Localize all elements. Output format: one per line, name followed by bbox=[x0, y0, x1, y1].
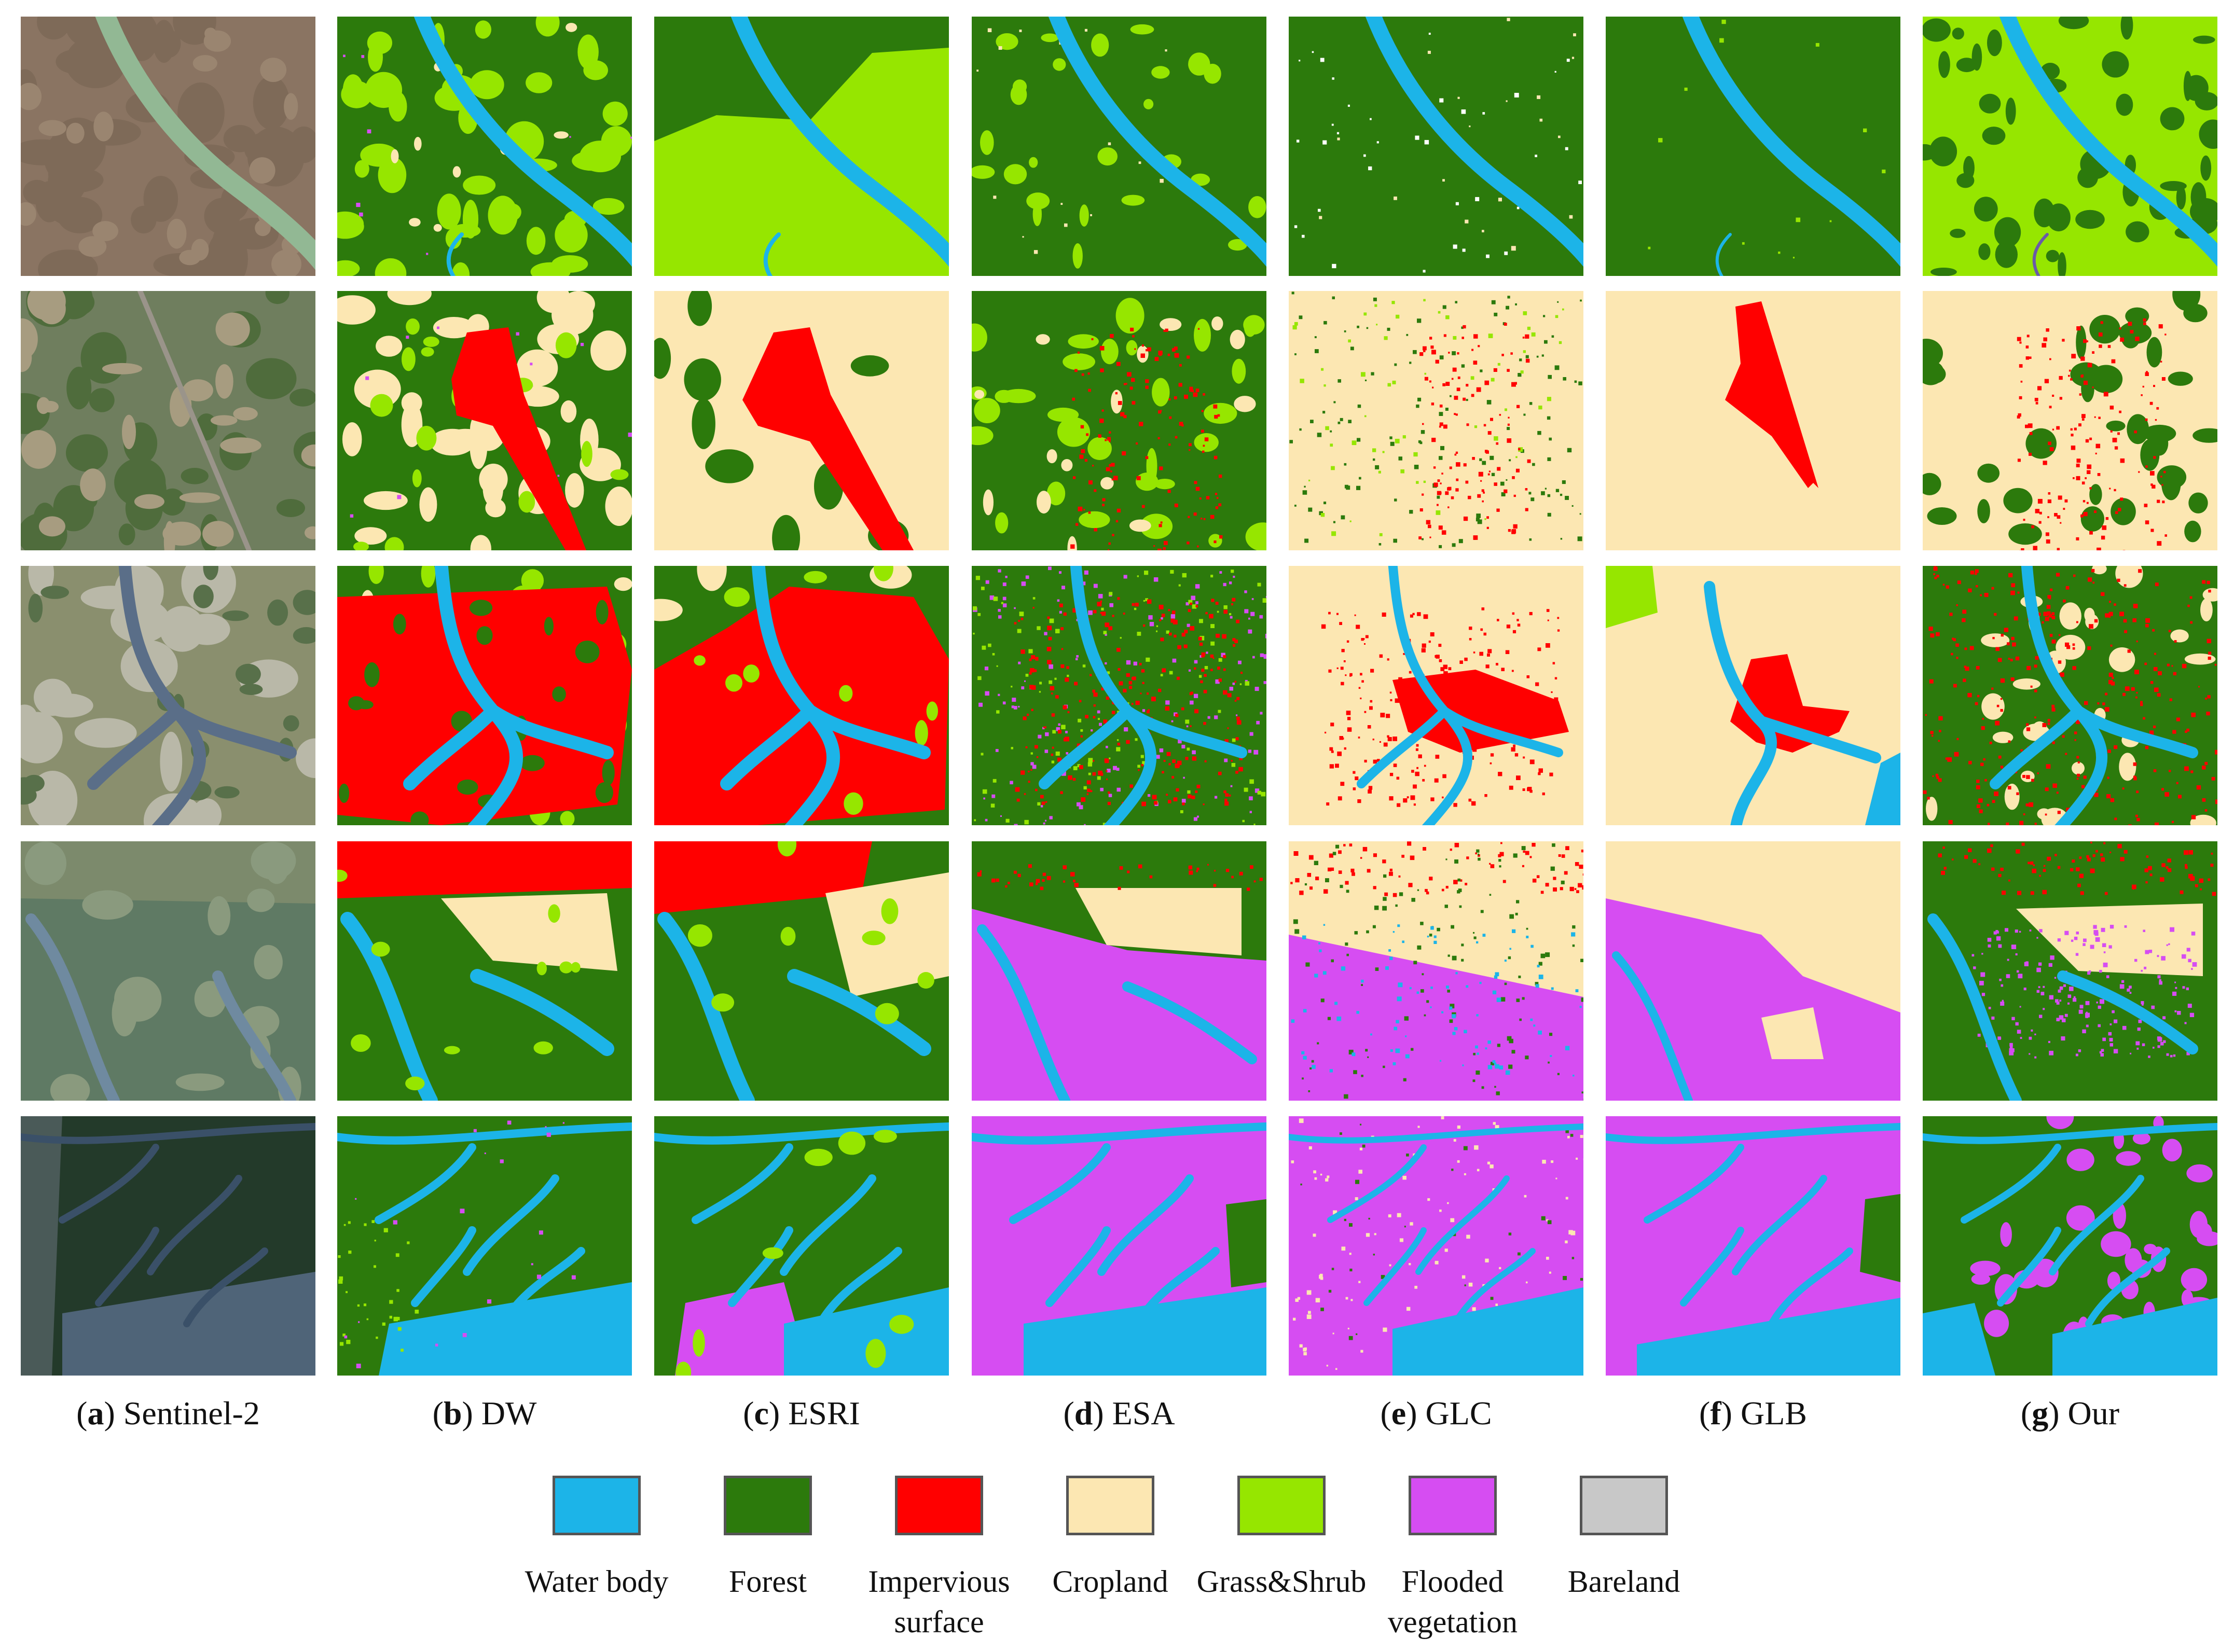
land-cover-map-tile-r5-glb bbox=[1606, 1116, 1900, 1376]
land-cover-map-tile-r1-our bbox=[1923, 17, 2217, 276]
sentinel-image-tile-r4-sentinel-2 bbox=[21, 841, 315, 1101]
tile-graphic bbox=[654, 291, 949, 550]
legend-swatch-flooded-vegetation bbox=[1409, 1476, 1497, 1535]
tile-graphic bbox=[1923, 1116, 2217, 1376]
land-cover-map-tile-r3-glb bbox=[1606, 566, 1900, 825]
tile-graphic bbox=[1923, 17, 2217, 276]
tile-graphic bbox=[972, 566, 1266, 825]
land-cover-map-tile-r2-glc bbox=[1289, 291, 1583, 550]
tile-graphic bbox=[1289, 291, 1583, 550]
tile-graphic bbox=[337, 566, 632, 825]
tile-graphic bbox=[1606, 1116, 1900, 1376]
tile-graphic bbox=[1289, 17, 1583, 276]
caption-col-a: (a) Sentinel-2 bbox=[76, 1395, 260, 1432]
tile-graphic bbox=[1923, 566, 2217, 825]
caption-col-g: (g) Our bbox=[2020, 1395, 2120, 1432]
land-cover-map-tile-r4-esa bbox=[972, 841, 1266, 1101]
legend-label-flooded-vegetation: Flooded vegetation bbox=[1388, 1564, 1518, 1639]
caption-col-d: (d) ESA bbox=[1063, 1395, 1175, 1432]
tile-graphic bbox=[1606, 17, 1900, 276]
tile-graphic bbox=[21, 841, 315, 1101]
legend-label-cropland: Cropland bbox=[1052, 1564, 1168, 1599]
land-cover-map-tile-r1-glb bbox=[1606, 17, 1900, 276]
legend-label-grass-shrub: Grass&Shrub bbox=[1196, 1564, 1367, 1599]
tile-graphic bbox=[972, 841, 1266, 1101]
tile-graphic bbox=[654, 566, 949, 825]
caption-col-e: (e) GLC bbox=[1380, 1395, 1492, 1432]
tile-graphic bbox=[654, 1116, 949, 1376]
tile-graphic bbox=[21, 1116, 315, 1376]
land-cover-map-tile-r3-glc bbox=[1289, 566, 1583, 825]
land-cover-map-tile-r4-glb bbox=[1606, 841, 1900, 1101]
legend-swatch-cropland bbox=[1066, 1476, 1154, 1535]
land-cover-map-tile-r5-esri bbox=[654, 1116, 949, 1376]
tile-graphic bbox=[337, 841, 632, 1101]
land-cover-map-tile-r2-dw bbox=[337, 291, 632, 550]
tile-graphic bbox=[654, 841, 949, 1101]
land-cover-map-tile-r5-glc bbox=[1289, 1116, 1583, 1376]
land-cover-map-tile-r4-our bbox=[1923, 841, 2217, 1101]
sentinel-image-tile-r2-sentinel-2 bbox=[21, 291, 315, 550]
legend-swatch-impervious-surface bbox=[895, 1476, 983, 1535]
land-cover-map-tile-r3-dw bbox=[337, 566, 632, 825]
tile-graphic bbox=[1606, 291, 1900, 550]
tile-graphic bbox=[21, 566, 315, 825]
legend-label-water-body: Water body bbox=[525, 1564, 669, 1599]
land-cover-map-tile-r1-esri bbox=[654, 17, 949, 276]
land-cover-map-tile-r5-dw bbox=[337, 1116, 632, 1376]
legend-swatch-forest bbox=[724, 1476, 812, 1535]
tile-graphic bbox=[337, 17, 632, 276]
land-cover-map-tile-r2-our bbox=[1923, 291, 2217, 550]
legend-label-bareland: Bareland bbox=[1567, 1564, 1680, 1599]
land-cover-map-tile-r2-glb bbox=[1606, 291, 1900, 550]
land-cover-map-tile-r1-esa bbox=[972, 17, 1266, 276]
caption-col-b: (b) DW bbox=[432, 1395, 537, 1432]
tile-graphic bbox=[1606, 841, 1900, 1101]
legend-label-forest: Forest bbox=[729, 1564, 807, 1599]
caption-col-c: (c) ESRI bbox=[743, 1395, 860, 1432]
legend-swatch-grass-shrub bbox=[1237, 1476, 1326, 1535]
land-cover-map-tile-r5-our bbox=[1923, 1116, 2217, 1376]
tile-graphic bbox=[972, 1116, 1266, 1376]
tile-graphic bbox=[21, 291, 315, 550]
tile-graphic bbox=[972, 17, 1266, 276]
land-cover-map-tile-r1-glc bbox=[1289, 17, 1583, 276]
tile-graphic bbox=[21, 17, 315, 276]
caption-col-f: (f) GLB bbox=[1699, 1395, 1807, 1432]
tile-graphic bbox=[1923, 841, 2217, 1101]
sentinel-image-tile-r1-sentinel-2 bbox=[21, 17, 315, 276]
land-cover-map-tile-r4-esri bbox=[654, 841, 949, 1101]
tile-graphic bbox=[337, 1116, 632, 1376]
land-cover-map-tile-r1-dw bbox=[337, 17, 632, 276]
land-cover-map-tile-r4-dw bbox=[337, 841, 632, 1101]
sentinel-image-tile-r5-sentinel-2 bbox=[21, 1116, 315, 1376]
tile-graphic bbox=[1289, 841, 1583, 1101]
tile-graphic bbox=[972, 291, 1266, 550]
land-cover-map-tile-r2-esri bbox=[654, 291, 949, 550]
tile-graphic bbox=[1923, 291, 2217, 550]
land-cover-map-tile-r3-our bbox=[1923, 566, 2217, 825]
land-cover-map-tile-r2-esa bbox=[972, 291, 1266, 550]
legend-swatch-bareland bbox=[1580, 1476, 1668, 1535]
tile-graphic bbox=[1289, 1116, 1583, 1376]
legend-swatch-water-body bbox=[553, 1476, 641, 1535]
tile-graphic bbox=[654, 17, 949, 276]
land-cover-map-tile-r3-esa bbox=[972, 566, 1266, 825]
tile-graphic bbox=[1606, 566, 1900, 825]
land-cover-map-tile-r3-esri bbox=[654, 566, 949, 825]
legend-label-impervious-surface: Impervious surface bbox=[868, 1564, 1010, 1639]
tile-graphic bbox=[337, 291, 632, 550]
tile-graphic bbox=[1289, 566, 1583, 825]
land-cover-map-tile-r4-glc bbox=[1289, 841, 1583, 1101]
land-cover-map-tile-r5-esa bbox=[972, 1116, 1266, 1376]
sentinel-image-tile-r3-sentinel-2 bbox=[21, 566, 315, 825]
